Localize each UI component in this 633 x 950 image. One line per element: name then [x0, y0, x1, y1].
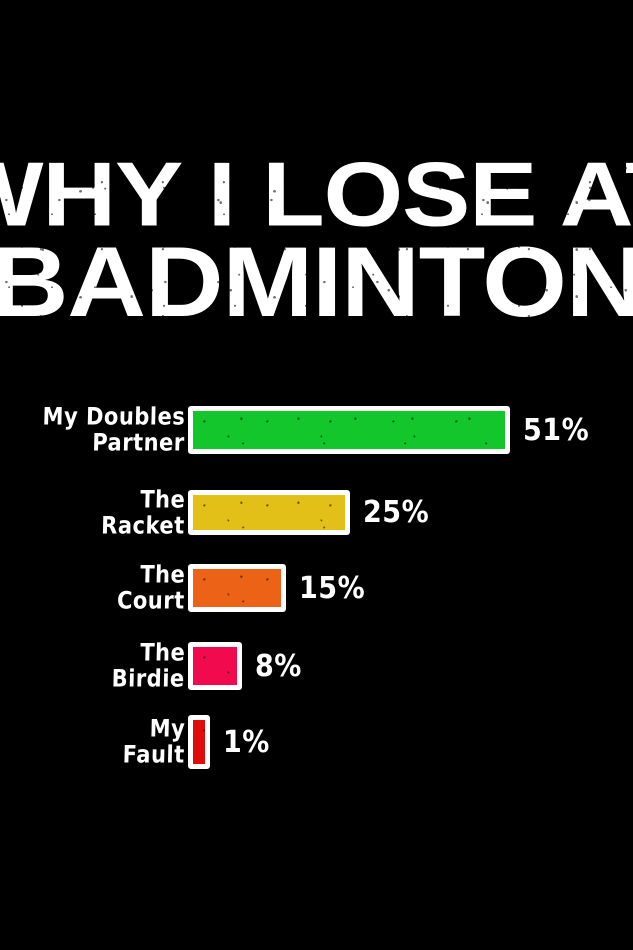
bar-fill	[188, 564, 286, 612]
bar-fill	[188, 490, 350, 535]
bar-and-value: 15%	[188, 564, 365, 612]
bar-category-label-line-2: Racket	[100, 511, 186, 539]
bar-value-label: 25%	[363, 495, 430, 530]
bar-and-value: 1%	[188, 715, 270, 769]
bar-and-value: 51%	[188, 406, 589, 454]
bar-category-label: The Court	[0, 561, 186, 615]
bar-chart: My Doubles Partner 51% The Racket 25% The Court…	[0, 396, 633, 796]
bar-value-label: 1%	[223, 724, 270, 760]
bar-category-label-line-1: My Doubles	[42, 403, 186, 431]
poster-title: WHY I LOSE AT BADMINTON	[0, 143, 633, 331]
bar-category-label-line-2: Partner	[91, 428, 186, 457]
bar-row: The Court 15%	[0, 561, 633, 615]
bar-category-label: My Fault	[0, 715, 186, 769]
bar-category-label-line-1: The	[139, 561, 186, 589]
bar-row: The Racket 25%	[0, 486, 633, 539]
bar-category-label: The Birdie	[0, 639, 186, 693]
bar-and-value: 25%	[188, 490, 429, 535]
bar-row: The Birdie 8%	[0, 639, 633, 693]
bar-value-label: 15%	[299, 570, 366, 606]
bar-category-label-line-2: Court	[116, 586, 186, 615]
bar-category-label: My Doubles Partner	[0, 403, 186, 457]
bar-category-label-line-1: The	[139, 485, 186, 513]
bar-and-value: 8%	[188, 642, 302, 690]
bar-fill	[188, 642, 242, 690]
bar-row: My Fault 1%	[0, 715, 633, 769]
bar-value-label: 51%	[523, 412, 590, 448]
bar-fill	[188, 406, 510, 454]
title-line-2: BADMINTON	[0, 226, 633, 338]
bar-category-label-line-2: Fault	[122, 740, 186, 769]
title-line-1: WHY I LOSE AT	[0, 143, 633, 245]
bar-category-label-line-1: The	[139, 639, 186, 667]
bar-category-label: The Racket	[0, 485, 186, 539]
bar-value-label: 8%	[255, 648, 302, 684]
bar-category-label-line-1: My	[149, 715, 186, 743]
bar-row: My Doubles Partner 51%	[0, 403, 633, 457]
bar-fill	[188, 715, 210, 769]
bar-category-label-line-2: Birdie	[111, 664, 186, 693]
